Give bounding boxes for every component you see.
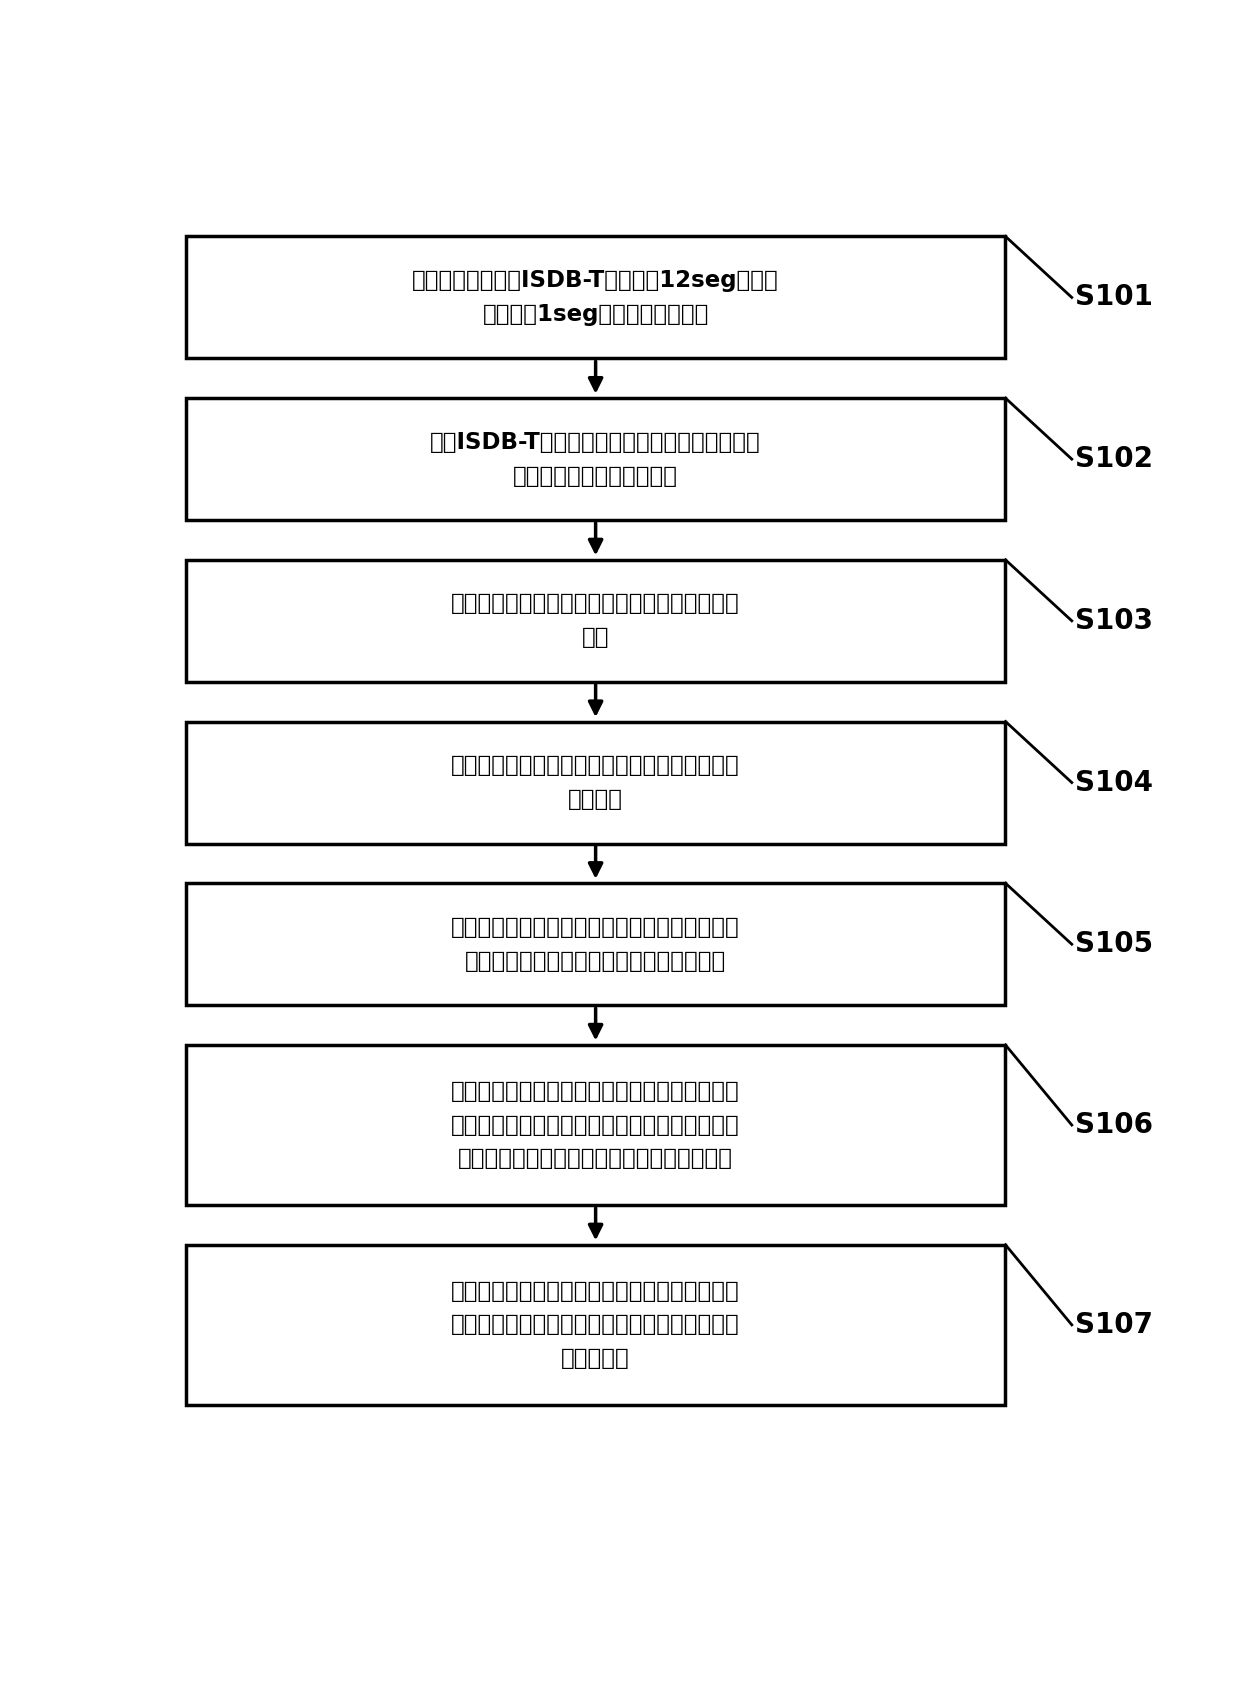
Text: S106: S106	[1075, 1111, 1153, 1138]
Bar	[186, 1244, 1006, 1404]
Text: S105: S105	[1075, 930, 1153, 958]
Text: 基于处理器模块将无损音频数据网络地址发送至
网络模块: 基于处理器模块将无损音频数据网络地址发送至 网络模块	[451, 754, 740, 812]
Text: S104: S104	[1075, 768, 1153, 797]
Bar	[186, 1044, 1006, 1206]
Bar	[186, 882, 1006, 1005]
Bar	[186, 721, 1006, 844]
Text: 基于处理器模块将所述视频数据储存在视频缓存
器中: 基于处理器模块将所述视频数据储存在视频缓存 器中	[451, 593, 740, 650]
Text: 基于ISDB-T解码模块解码，得到视频数据、时间
戳和无损音频数据网路地址: 基于ISDB-T解码模块解码，得到视频数据、时间 戳和无损音频数据网路地址	[430, 431, 761, 488]
Text: S101: S101	[1075, 283, 1152, 312]
Bar	[186, 236, 1006, 359]
Text: 基于时间戳，所述处理器模块同步地将所述音频
缓存器的音频数据经音频数模转换模块输出至音
频输出模块: 基于时间戳，所述处理器模块同步地将所述音频 缓存器的音频数据经音频数模转换模块输…	[451, 1280, 740, 1371]
Text: S107: S107	[1075, 1310, 1153, 1339]
Text: 基于天线模块获取ISDB-T信号中的12seg电视节
目信号和1seg电视节目详情信号: 基于天线模块获取ISDB-T信号中的12seg电视节 目信号和1seg电视节目详…	[412, 269, 779, 325]
Bar	[186, 397, 1006, 520]
Bar	[186, 559, 1006, 682]
Text: S103: S103	[1075, 606, 1153, 635]
Text: 基于时钟模块的时钟信号，所述处理器模块将所
述第一视频缓存器、第二视频缓存器、第三视频
缓存器中的视频数据依次输出至视频输出模块: 基于时钟模块的时钟信号，所述处理器模块将所 述第一视频缓存器、第二视频缓存器、第…	[451, 1079, 740, 1170]
Text: 基于无损音频数据网络地址，所述网络模块获取
节目的无损音频数据并储存在音频缓存器中: 基于无损音频数据网络地址，所述网络模块获取 节目的无损音频数据并储存在音频缓存器…	[451, 916, 740, 973]
Text: S102: S102	[1075, 445, 1153, 473]
